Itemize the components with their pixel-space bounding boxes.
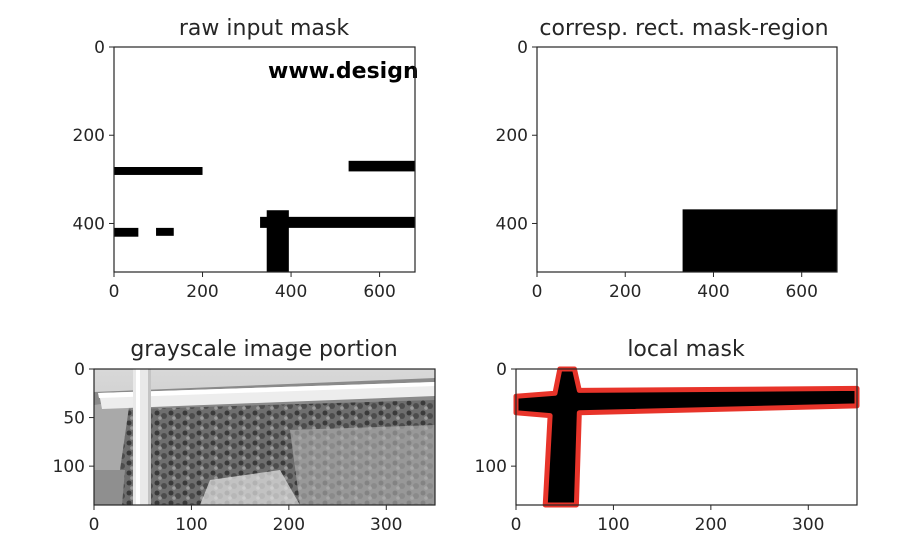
y-tick-label: 200: [73, 126, 105, 146]
axis-ticks: 0 100 200 300 0 50 100: [53, 360, 403, 535]
x-tick-label: 200: [609, 282, 641, 302]
x-tick-label: 600: [363, 282, 395, 302]
y-tick-label: 0: [94, 38, 105, 58]
panel-title: corresp. rect. mask-region: [539, 16, 828, 41]
grayscale-photo: [94, 369, 435, 505]
x-tick-label: 0: [89, 515, 100, 535]
x-tick-label: 600: [785, 282, 817, 302]
y-tick-label: 0: [517, 38, 528, 58]
mask-region: [682, 209, 837, 272]
plot-frame: [515, 368, 858, 506]
x-tick-label: 400: [697, 282, 729, 302]
mask-region: [348, 160, 415, 172]
y-tick-label: 400: [496, 214, 528, 234]
x-tick-label: 200: [186, 282, 218, 302]
panel-grayscale-image: grayscale image portion 0 100 200 300 0 50 100: [53, 337, 436, 535]
y-tick-label: 100: [475, 457, 507, 477]
x-tick-label: 300: [792, 515, 824, 535]
y-tick-label: 0: [496, 360, 507, 380]
x-tick-label: 400: [275, 282, 307, 302]
watermark-text: www.design: [268, 59, 419, 84]
x-tick-label: 100: [597, 515, 629, 535]
y-tick-label: 200: [496, 126, 528, 146]
x-tick-label: 100: [175, 515, 207, 535]
axis-ticks: 0 100 200 300 0 100: [475, 360, 825, 535]
mask-region: [266, 210, 289, 272]
mask-region: [260, 216, 415, 228]
axis-ticks: 0 200 400 600 0 200 400: [73, 38, 396, 302]
panel-title: local mask: [627, 337, 745, 362]
x-tick-label: 0: [532, 282, 543, 302]
panel-local-mask: local mask 0 100 200 300 0 100: [475, 337, 860, 535]
mask-marks: [114, 160, 415, 272]
x-tick-label: 200: [695, 515, 727, 535]
x-tick-label: 0: [109, 282, 120, 302]
plot-frame: [113, 46, 416, 273]
y-tick-label: 400: [73, 214, 105, 234]
x-tick-label: 300: [370, 515, 402, 535]
y-tick-label: 50: [63, 409, 85, 429]
plot-frame: [93, 368, 436, 506]
x-tick-label: 0: [511, 515, 522, 535]
y-tick-label: 100: [53, 457, 85, 477]
panel-rect-mask-region: corresp. rect. mask-region 0 200 400 600 0 20…: [496, 16, 838, 302]
mask-region: [114, 227, 139, 237]
plot-frame: [536, 46, 838, 273]
mask-region: [156, 227, 174, 236]
axis-ticks: 0 200 400 600 0 200 400: [496, 38, 818, 302]
panel-title: grayscale image portion: [130, 337, 397, 362]
mask-marks: [682, 209, 837, 272]
y-tick-label: 0: [74, 360, 85, 380]
panel-title: raw input mask: [179, 16, 349, 41]
panel-raw-input-mask: raw input mask www.design 0 200 400 600 0 200…: [73, 16, 419, 302]
mask-region: [114, 167, 203, 175]
x-tick-label: 200: [273, 515, 305, 535]
